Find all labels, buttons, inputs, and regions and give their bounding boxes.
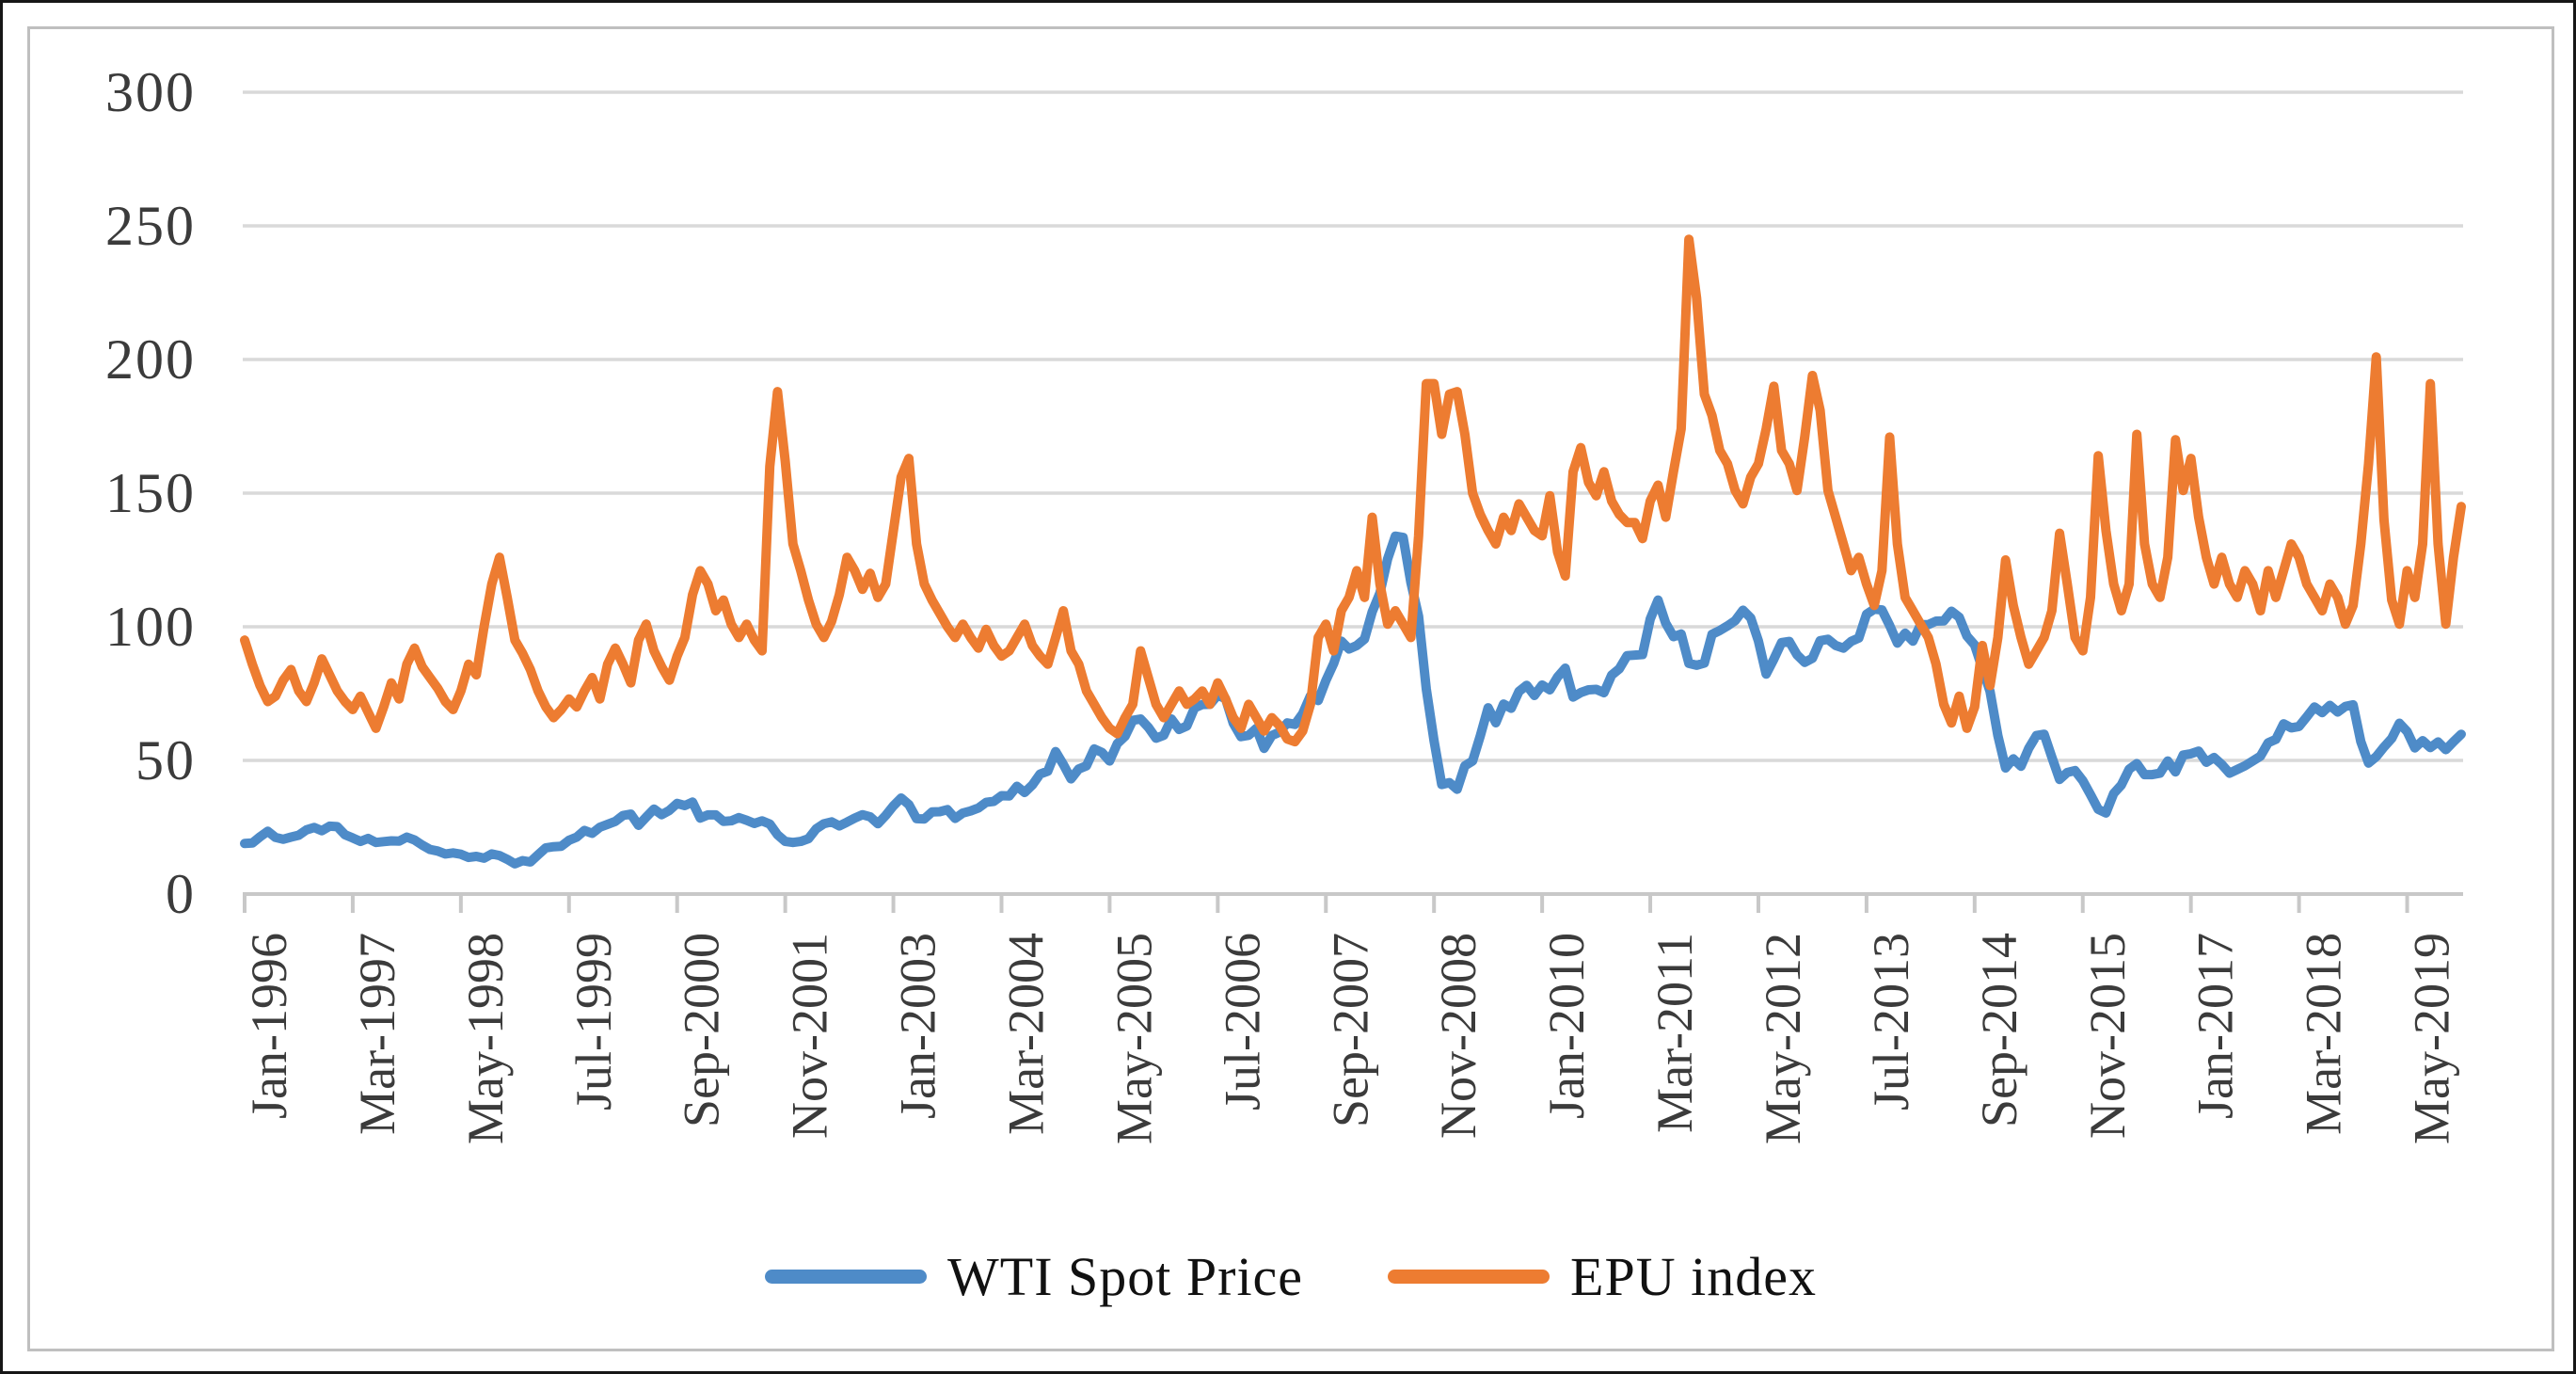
x-tick-label: Jan-2017 [2187,933,2244,1119]
y-tick-label-100: 100 [105,596,196,658]
x-tick-label: Jul-2013 [1863,933,1919,1110]
x-tick-label: Sep-2007 [1322,933,1378,1127]
legend-label-epu: EPU index [1570,1245,1817,1307]
x-tick-label: Jan-2010 [1538,933,1595,1119]
y-tick-label-50: 50 [135,729,196,791]
x-tick-label: Nov-2015 [2079,933,2136,1139]
x-tick-label: Mar-2011 [1646,933,1703,1133]
y-tick-label-250: 250 [105,195,196,257]
x-tick-label: May-2005 [1105,933,1162,1144]
x-tick-label: Mar-2004 [997,933,1054,1135]
x-tick-label: Mar-1997 [349,933,405,1135]
x-tick-label: Sep-2000 [674,933,730,1127]
plot-svg: 0 50 100 150 200 250 300 Jan-1996 Mar-1997 May-19… [105,61,2466,1144]
x-tick-label: Nov-2001 [782,933,838,1139]
x-tick-label: Jul-2006 [1214,933,1270,1110]
y-tick-label-150: 150 [105,462,196,524]
x-tick-label: Jul-1999 [565,933,622,1110]
x-tick-label: May-1998 [457,933,514,1144]
x-tick-label: May-2012 [1755,933,1811,1144]
y-tick-label-0: 0 [166,863,196,925]
x-tick-label: Mar-2018 [2296,933,2352,1135]
x-tick-label: Jan-1996 [241,933,297,1119]
epu-line-key-icon [1388,1269,1550,1284]
y-tick-label-300: 300 [105,61,196,123]
legend: WTI Spot Price EPU index [3,1234,2573,1318]
y-tick-label-200: 200 [105,328,196,391]
x-tick-label: Sep-2014 [1971,933,2027,1127]
x-tick-label: Nov-2008 [1430,933,1487,1139]
series-line-epu [240,234,2466,747]
series-line-wti [240,531,2466,869]
x-tick-label: May-2019 [2404,933,2460,1144]
legend-item-wti: WTI Spot Price [765,1245,1303,1308]
wti-line-key-icon [765,1269,928,1284]
legend-label-wti: WTI Spot Price [947,1245,1304,1307]
legend-item-epu: EPU index [1388,1245,1817,1308]
x-tick-label: Jan-2003 [890,933,946,1119]
chart-area-frame [27,26,2554,1351]
